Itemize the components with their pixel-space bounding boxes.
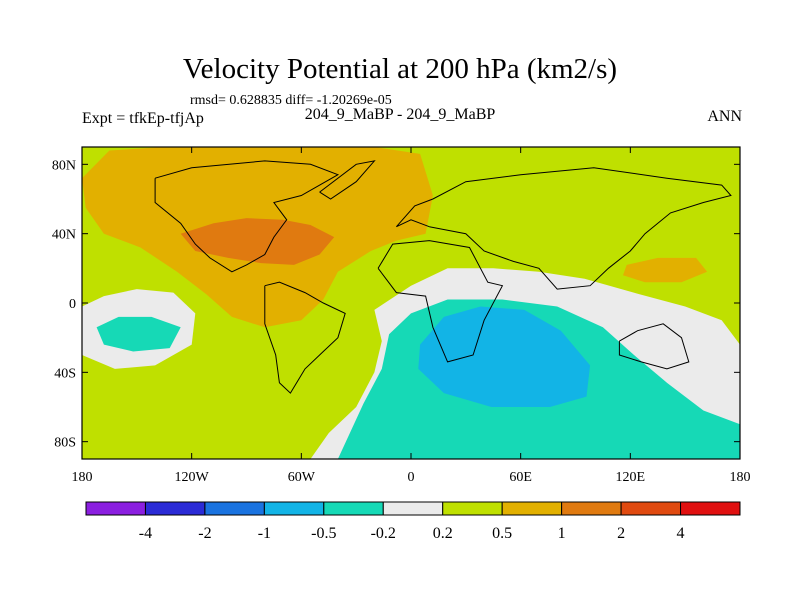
colorbar-label: 1	[558, 525, 566, 542]
colorbar-box	[323, 501, 384, 516]
y-tick-label: 40N	[52, 228, 76, 243]
y-tick-label: 80S	[54, 436, 76, 451]
coastline-0	[154, 160, 340, 273]
stats-line: rmsd= 0.628835 diff= -1.20269e-05	[190, 93, 392, 108]
colorbar-box	[204, 501, 265, 516]
coastline-2	[377, 240, 504, 363]
colorbar-label: -0.2	[371, 525, 396, 542]
x-tick-label: 120E	[616, 470, 646, 485]
x-tick-label: 0	[408, 470, 415, 485]
x-tick-label: 180	[72, 470, 93, 485]
x-tick-label: 120W	[175, 470, 210, 485]
colorbar-box	[561, 501, 622, 516]
colorbar-label: 4	[677, 525, 685, 542]
y-tick-label: 0	[69, 297, 76, 312]
colorbar: -4 -2 -1 -0.5 -0.2 0.2 0.5 1 2 4	[85, 501, 741, 542]
x-tick-label: 60E	[509, 470, 532, 485]
colorbar-box	[85, 501, 146, 516]
contour-region-7	[96, 316, 181, 352]
colorbar-box	[263, 501, 325, 516]
colorbar-label: 0.5	[492, 525, 512, 542]
colorbar-box	[382, 501, 444, 516]
x-tick-label: 60W	[288, 470, 316, 485]
contour-region-1	[180, 218, 335, 265]
colorbar-box	[501, 501, 563, 516]
colorbar-box	[442, 501, 503, 516]
coastline-4	[618, 323, 690, 370]
axes: 180 120W 60W 0 60E 120E 180 80N 40N 0 40S 80S	[52, 147, 751, 485]
case-label: 204_9_MaBP - 204_9_MaBP	[304, 106, 496, 123]
colorbar-label: -2	[198, 525, 211, 542]
experiment-label: Expt = tfkEp-tfjAp	[82, 110, 204, 127]
colorbar-box	[680, 501, 741, 516]
x-tick-label: 180	[730, 470, 751, 485]
colorbar-label: 0.2	[433, 525, 453, 542]
season-label: ANN	[707, 108, 742, 125]
y-tick-label: 80N	[52, 158, 76, 173]
contour-regions	[82, 147, 740, 459]
coastline-5	[319, 160, 376, 200]
colorbar-label: -1	[258, 525, 271, 542]
coastline-3	[396, 167, 732, 290]
y-tick-label: 40S	[54, 366, 76, 381]
contour-region-2	[623, 257, 708, 283]
coastline-outlines	[154, 160, 732, 394]
colorbar-label: 2	[617, 525, 625, 542]
colorbar-label: -0.5	[311, 525, 336, 542]
colorbar-box	[144, 501, 206, 516]
coastline-1	[264, 281, 346, 394]
chart-title: Velocity Potential at 200 hPa (km2/s)	[182, 53, 618, 85]
contour-region-5	[418, 306, 591, 407]
colorbar-box	[620, 501, 682, 516]
colorbar-label: -4	[139, 525, 152, 542]
